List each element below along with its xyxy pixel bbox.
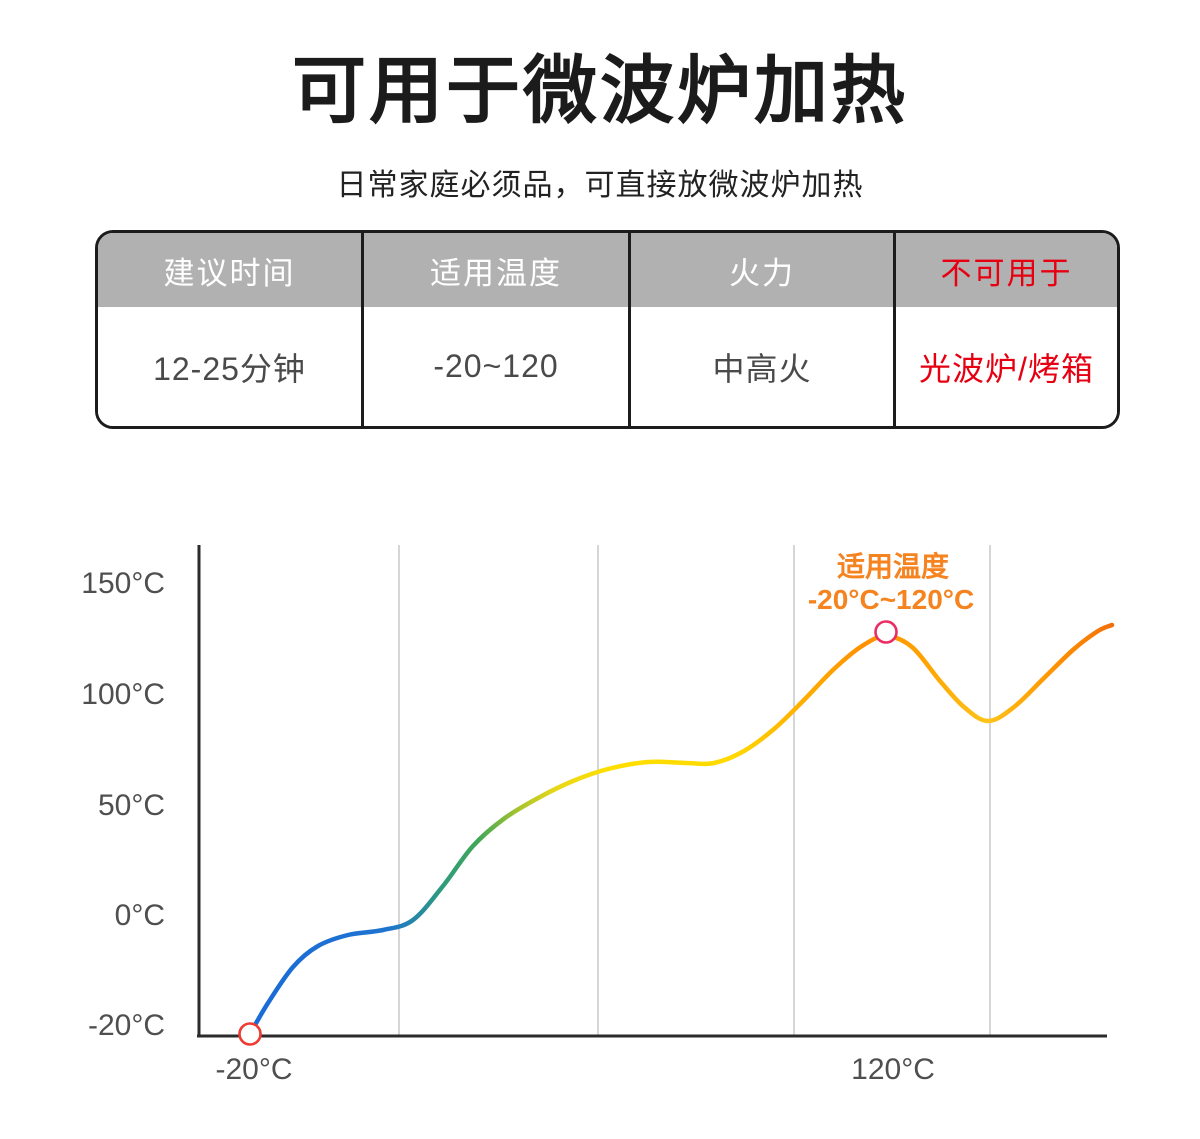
curve-markers [238,620,898,1046]
curve-marker-start [238,1022,262,1046]
page-title: 可用于微波炉加热 [292,49,908,132]
value-cell-temperature-range: -20~120 [361,307,628,426]
header-cell-suggested-time: 建议时间 [98,233,361,307]
spec-table: 建议时间 适用温度 火力 不可用于 12-25分钟 -20~120 中高火 光波… [95,230,1120,429]
value-cell-suggested-time: 12-25分钟 [98,307,361,426]
temperature-curve [247,622,1115,1037]
y-tick-100: 100°C [81,678,165,711]
y-tick-minus20: -20°C [88,1009,165,1042]
temperature-chart: 150°C 100°C 50°C 0°C -20°C -20°C 120°C 适… [0,539,1200,1139]
page-subtitle: 日常家庭必须品，可直接放微波炉加热 [336,169,864,202]
curve-marker-peak [874,620,898,644]
x-tick-120: 120°C [851,1053,935,1086]
header-cell-temperature-range: 适用温度 [361,233,628,307]
value-cell-not-usable-for: 光波炉/烤箱 [893,307,1117,426]
y-tick-50: 50°C [98,789,165,822]
temperature-chart-svg: 150°C 100°C 50°C 0°C -20°C -20°C 120°C 适… [81,545,1115,1086]
y-tick-150: 150°C [81,567,165,600]
y-tick-0: 0°C [115,899,165,932]
header-cell-heat-level: 火力 [628,233,893,307]
annotation-range: -20°C~120°C [808,584,974,615]
header-cell-not-usable-for: 不可用于 [893,233,1117,307]
annotation-title: 适用温度 [837,551,949,582]
x-tick-minus20: -20°C [215,1053,292,1086]
value-cell-heat-level: 中高火 [628,307,893,426]
